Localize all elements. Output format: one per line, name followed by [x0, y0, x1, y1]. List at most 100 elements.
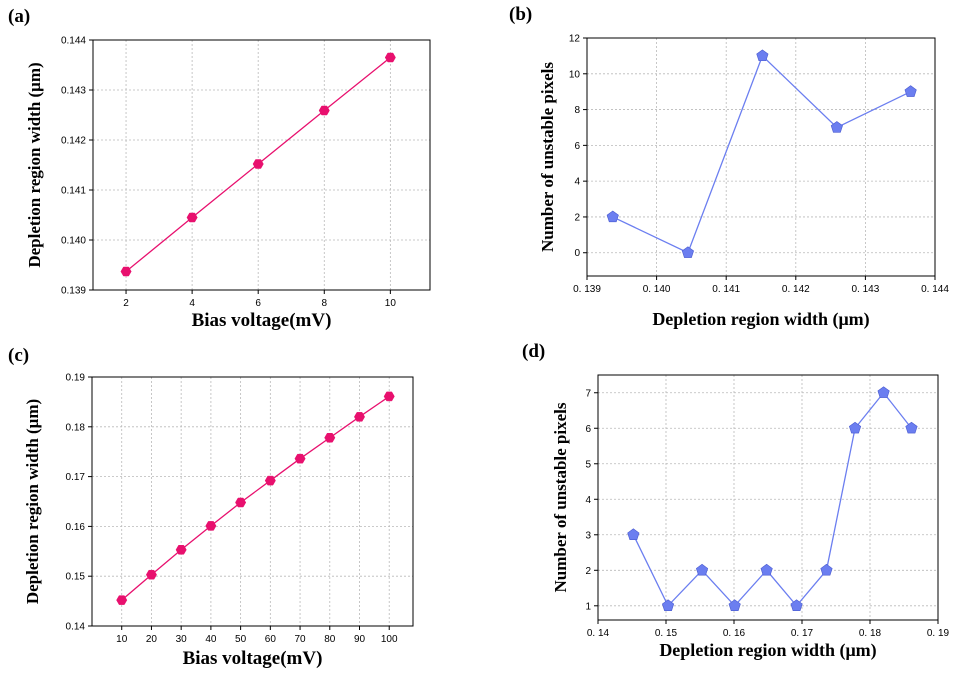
panel-label: (a): [8, 6, 30, 27]
x-tick-label: 50: [235, 634, 247, 645]
data-point: [383, 391, 395, 402]
x-axis-title: Depletion region width (μm): [652, 309, 869, 330]
y-tick-label: 2: [585, 566, 591, 577]
y-tick-label: 6: [585, 424, 591, 435]
data-point: [175, 545, 187, 555]
y-tick-label: 5: [585, 459, 591, 470]
plot-frame: [92, 39, 431, 291]
x-tick-label: 10: [116, 634, 128, 645]
panel-label: (d): [522, 341, 545, 362]
y-tick-label: 0.144: [61, 36, 86, 47]
series-line: [612, 54, 911, 254]
y-tick-label: 0.142: [61, 136, 86, 147]
chart-panel-2: 0. 139 0. 140 0. 141 0. 142 0. 143 0. 144 0 2 4 6…: [509, 4, 949, 330]
x-tick-label: 0. 140: [643, 284, 671, 295]
x-axis-title: Bias voltage(mV): [192, 310, 332, 331]
y-tick-label: 12: [569, 34, 581, 45]
chart-panel-1: 2 4 6 8 10 0.139 0.140 0.141 0.142 0.143 0.144 Bias…: [8, 6, 431, 331]
y-tick-label: 0.15: [66, 572, 86, 583]
data-point: [756, 49, 769, 62]
data-point: [384, 52, 396, 63]
y-axis-title: Depletion region width (μm): [23, 399, 42, 604]
data-point: [848, 421, 862, 434]
data-point: [728, 599, 741, 611]
x-tick-label: 0. 141: [712, 284, 740, 295]
data-point: [252, 159, 264, 169]
x-tick-label: 80: [324, 634, 336, 645]
x-tick-label: 30: [176, 634, 188, 645]
x-tick-label: 0. 19: [927, 628, 950, 639]
y-tick-label: 0.140: [61, 236, 86, 247]
x-axis-title: Bias voltage(mV): [183, 648, 323, 669]
y-tick-label: 7: [585, 388, 591, 399]
data-point: [905, 421, 918, 434]
series-line: [632, 391, 912, 607]
x-tick-label: 0. 139: [573, 284, 601, 295]
data-point: [606, 210, 619, 223]
x-tick-label: 4: [189, 298, 195, 309]
data-point: [145, 569, 157, 580]
data-point: [681, 246, 694, 258]
y-tick-label: 0.19: [66, 373, 86, 384]
y-tick-label: 0.141: [61, 186, 86, 197]
data-point: [354, 412, 365, 422]
data-point: [820, 563, 833, 576]
data-point: [116, 595, 128, 605]
data-point: [830, 121, 843, 133]
x-tick-label: 0. 15: [655, 628, 678, 639]
plot-frame: [586, 37, 936, 277]
x-tick-label: 8: [321, 298, 327, 309]
y-tick-label: 0.17: [66, 472, 86, 483]
data-point: [627, 528, 640, 540]
x-tick-label: 2: [123, 298, 129, 309]
x-tick-label: 90: [354, 634, 366, 645]
panel-label: (c): [8, 345, 29, 366]
data-point: [790, 599, 803, 611]
data-point: [695, 563, 709, 576]
x-axis-title: Depletion region width (μm): [659, 640, 876, 661]
y-axis-title: Number of unstable pixels: [538, 62, 557, 252]
data-point: [294, 453, 306, 464]
plot-frame: [91, 376, 414, 627]
x-tick-label: 0. 14: [587, 628, 610, 639]
y-tick-label: 3: [585, 530, 591, 541]
data-point: [264, 475, 276, 486]
y-tick-label: 6: [574, 141, 580, 152]
data-point: [877, 386, 890, 398]
x-tick-label: 0. 18: [859, 628, 882, 639]
x-tick-label: 0. 144: [921, 284, 949, 295]
y-axis-title: Depletion region width (μm): [25, 62, 44, 267]
y-axis-title: Number of unstable pixels: [551, 402, 570, 592]
chart-panel-3: 10 20 30 40 50 60 70 80 90 100 0.14 0.15 0.16 0.17 0.1…: [8, 345, 414, 669]
y-tick-label: 0: [574, 248, 580, 259]
data-point: [120, 266, 132, 277]
x-tick-label: 6: [255, 298, 261, 309]
plot-frame: [597, 374, 939, 621]
x-tick-label: 60: [265, 634, 277, 645]
y-tick-label: 4: [574, 177, 580, 188]
x-tick-label: 100: [381, 634, 398, 645]
y-tick-label: 0.14: [66, 622, 86, 633]
x-tick-label: 20: [146, 634, 158, 645]
data-point: [324, 433, 336, 443]
data-point: [661, 599, 675, 611]
panel-label: (b): [509, 4, 532, 25]
y-tick-label: 10: [569, 69, 581, 80]
x-tick-label: 0. 143: [851, 284, 879, 295]
y-tick-label: 0.16: [66, 522, 86, 533]
data-point: [904, 85, 917, 97]
y-tick-label: 2: [574, 212, 580, 223]
x-tick-label: 70: [294, 634, 306, 645]
y-tick-label: 0.139: [61, 286, 86, 297]
series-line: [121, 395, 390, 601]
data-point: [205, 521, 217, 531]
y-tick-label: 0.18: [66, 422, 86, 433]
x-tick-label: 40: [205, 634, 217, 645]
data-point: [760, 563, 773, 576]
x-tick-label: 0. 17: [791, 628, 814, 639]
x-tick-label: 0. 142: [782, 284, 810, 295]
data-point: [318, 105, 330, 116]
chart-panel-4: 0. 14 0. 15 0. 16 0. 17 0. 18 0. 19 1 2 3 4 5 6 7 Dep…: [522, 341, 950, 661]
data-point: [186, 212, 198, 223]
